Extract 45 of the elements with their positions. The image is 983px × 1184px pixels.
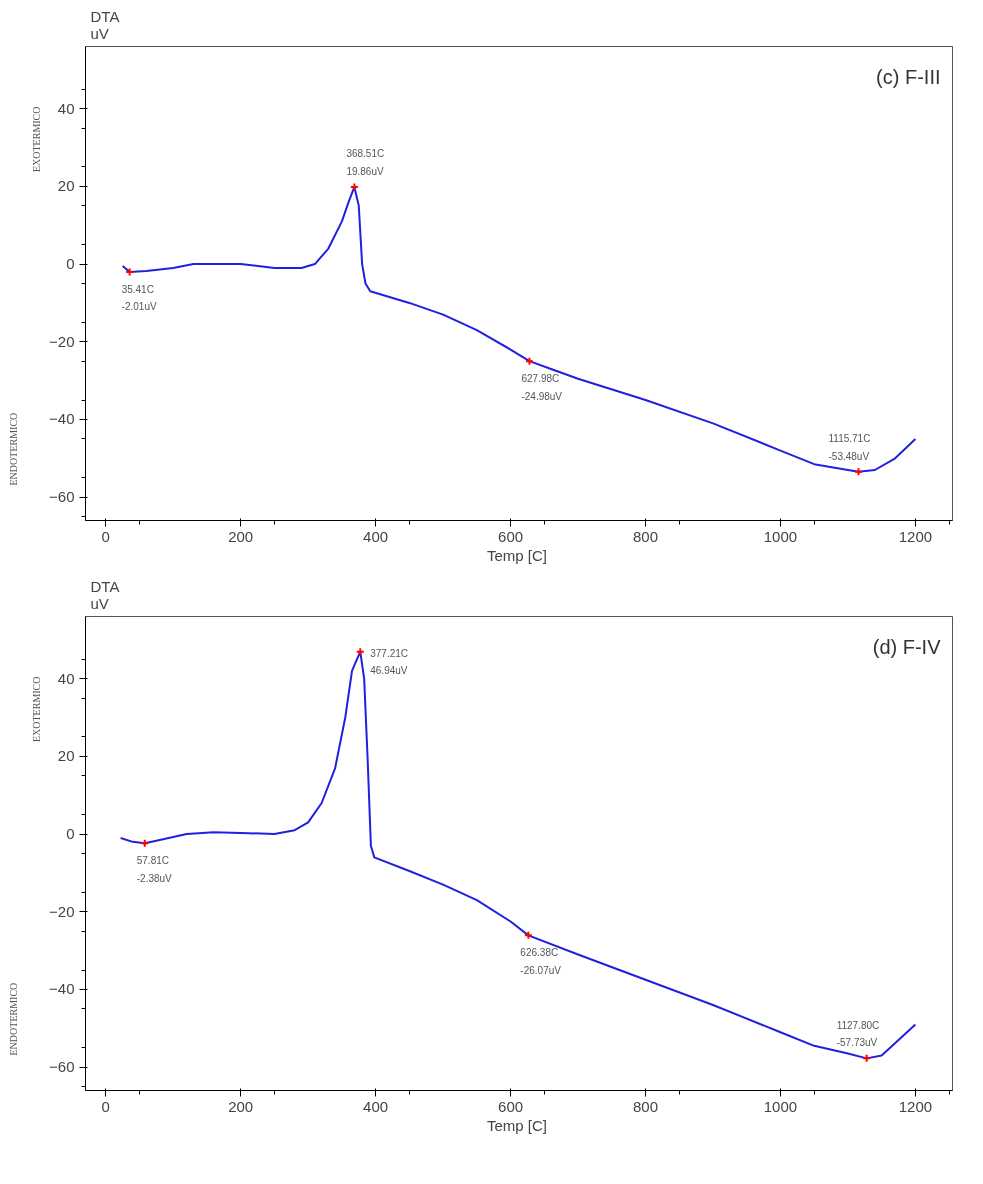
y-tick-label: 20 <box>57 177 75 195</box>
line-series <box>121 185 917 473</box>
x-tick-label: 1000 <box>763 527 798 545</box>
x-tick-label: 400 <box>363 1097 389 1115</box>
y-tick-label: −60 <box>49 488 75 506</box>
y-tick-label: 0 <box>66 825 75 843</box>
y-axis-title: DTA uV <box>90 7 120 42</box>
x-tick-label: 1200 <box>898 527 933 545</box>
y-tick-label: 40 <box>57 99 75 117</box>
text: (c) F-III <box>876 65 941 88</box>
x-tick-label: 600 <box>498 1097 524 1115</box>
x-tick-label: 200 <box>228 1097 254 1115</box>
annotation: 627.98C -24.98uV <box>521 373 563 402</box>
x-tick-label: 400 <box>363 527 389 545</box>
annotation: 377.21C 46.94uV <box>370 647 409 677</box>
annotation: 1127.80C -57.73uV <box>836 1019 880 1049</box>
y-tick-label: 20 <box>57 747 75 765</box>
text: (d) F-IV <box>872 635 942 658</box>
x-tick-label: 800 <box>632 1097 659 1115</box>
text: EXOTERMICO <box>30 106 42 173</box>
x-tick-label: 600 <box>498 527 524 545</box>
text: EXOTERMICO <box>30 676 42 743</box>
text: ENDOTERMICO <box>7 982 19 1056</box>
x-tick-label: 800 <box>632 527 659 545</box>
y-tick-label: −40 <box>49 980 75 998</box>
y-tick-label: −40 <box>49 410 75 428</box>
y-tick-label: 40 <box>57 669 75 687</box>
annotation: 35.41C -2.01uV <box>121 283 157 313</box>
y-tick-label: −20 <box>49 332 75 350</box>
x-tick-label: 0 <box>101 527 110 545</box>
y-tick-label: 0 <box>66 255 75 273</box>
x-tick-label: 1200 <box>898 1097 933 1115</box>
y-tick-label: −60 <box>49 1058 75 1076</box>
x-tick-label: 1000 <box>763 1097 798 1115</box>
annotation: 368.51C 19.86uV <box>346 148 385 177</box>
text: ENDOTERMICO <box>7 412 19 486</box>
annotation: 57.81C -2.38uV <box>136 855 173 884</box>
annotation: 1115.71C -53.48uV <box>828 433 871 462</box>
x-axis-title: Temp [C] <box>486 1116 547 1134</box>
annotation: 626.38C -26.07uV <box>520 947 562 976</box>
x-tick-label: 0 <box>101 1097 110 1115</box>
y-tick-label: −20 <box>49 902 75 920</box>
x-axis-title: Temp [C] <box>486 546 547 564</box>
x-tick-label: 200 <box>228 527 254 545</box>
y-axis-title: DTA uV <box>90 577 120 612</box>
